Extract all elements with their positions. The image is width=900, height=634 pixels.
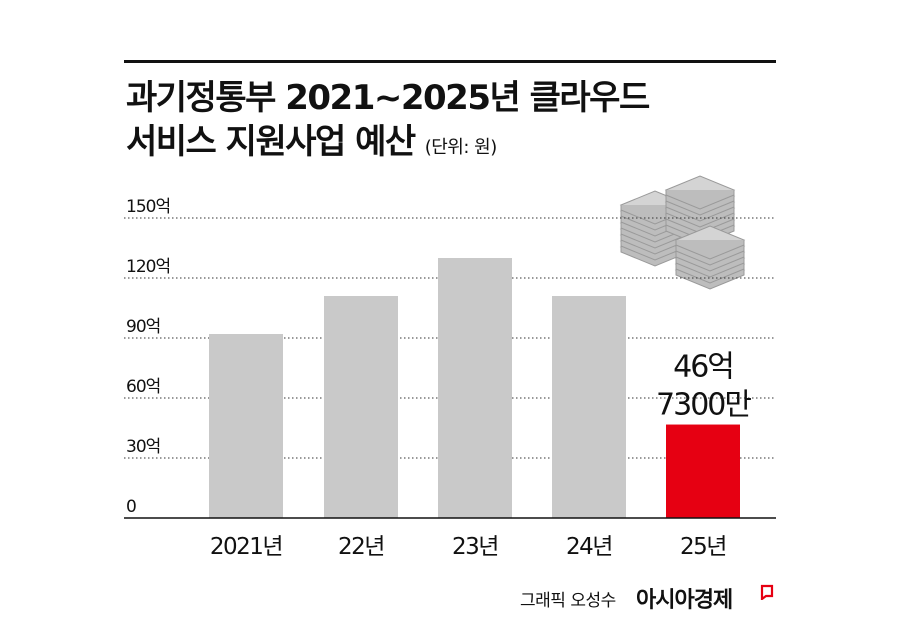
money-edge bbox=[665, 190, 735, 210]
y-tick-label: 60억 bbox=[126, 377, 160, 397]
money-edge bbox=[675, 240, 745, 260]
x-tick-label: 24년 bbox=[566, 534, 612, 560]
title-line-2: 서비스 지원사업 예산 (단위: 원) bbox=[126, 120, 649, 170]
bar bbox=[438, 258, 512, 518]
title-line-2-text: 서비스 지원사업 예산 bbox=[126, 122, 416, 162]
chart-title: 과기정통부 2021~2025년 클라우드 서비스 지원사업 예산 (단위: 원) bbox=[126, 76, 650, 170]
bar bbox=[666, 424, 740, 518]
brand-mark-icon bbox=[760, 584, 774, 600]
y-tick-label: 120억 bbox=[126, 257, 170, 277]
y-tick-label: 30억 bbox=[126, 437, 160, 457]
brand-logo-text: 아시아경제 bbox=[636, 588, 733, 613]
bars bbox=[124, 258, 776, 519]
title-line-1: 과기정통부 2021~2025년 클라우드 bbox=[126, 78, 650, 118]
x-tick-label: 22년 bbox=[338, 534, 384, 560]
x-tick-label: 23년 bbox=[452, 534, 498, 560]
x-tick-label: 25년 bbox=[680, 534, 726, 560]
x-tick-label: 2021년 bbox=[210, 534, 282, 560]
x-axis-labels: 2021년 22년 23년 24년 25년 bbox=[210, 534, 728, 560]
bar bbox=[552, 296, 626, 518]
bar bbox=[209, 334, 283, 518]
graphic-credit: 그래픽 오성수 bbox=[520, 591, 616, 611]
money-stack-icon bbox=[619, 175, 746, 290]
y-tick-label: 0 bbox=[126, 497, 136, 517]
y-axis-ticks: 0 30억 60억 90억 120억 150억 bbox=[126, 197, 171, 517]
y-tick-label: 90억 bbox=[126, 317, 160, 337]
unit-label: (단위: 원) bbox=[424, 137, 498, 158]
top-rule bbox=[124, 60, 776, 63]
bar-value-label: 7300만 bbox=[656, 388, 751, 423]
bar-value-label: 46억 bbox=[673, 350, 733, 385]
bar bbox=[324, 296, 398, 518]
y-tick-label: 150억 bbox=[126, 197, 170, 217]
